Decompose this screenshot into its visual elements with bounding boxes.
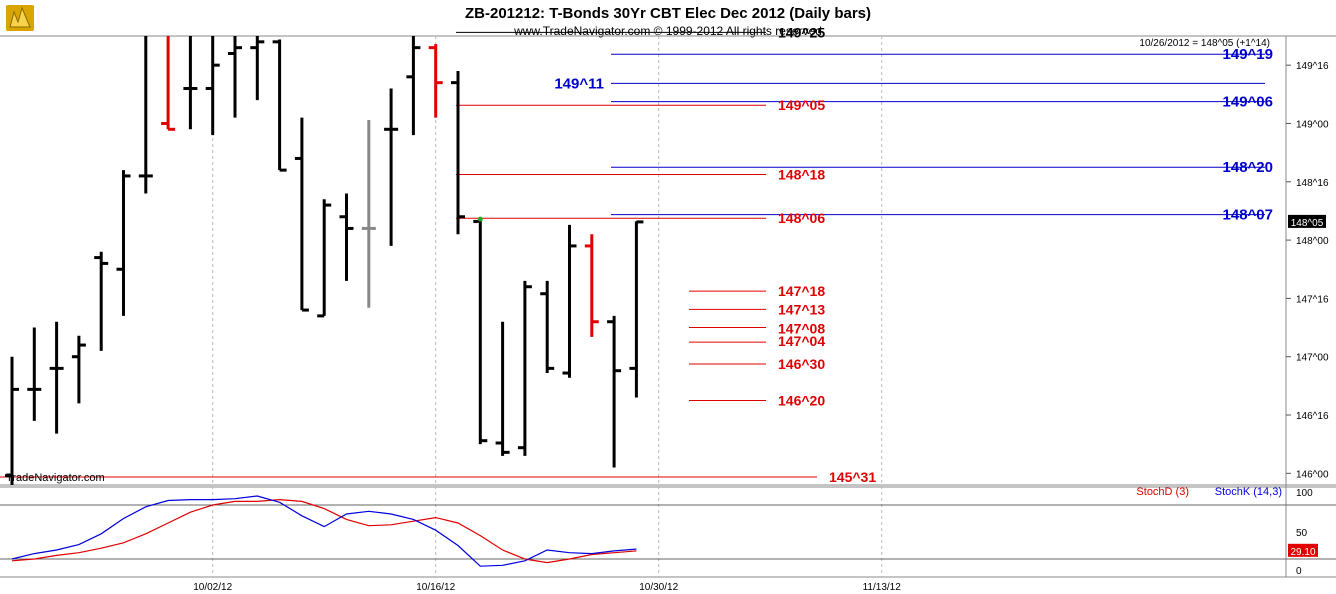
level-label-149^05: 149^05 (778, 97, 825, 113)
ohlc-bar (361, 119, 376, 308)
stoch-last-marker: 29.10 (1288, 543, 1318, 558)
signal-dot (477, 216, 483, 222)
last-update-text: 10/26/2012 = 148^05 (+1^14) (1139, 38, 1270, 49)
ohlc-bar (205, 36, 220, 136)
ohlc-bar (138, 36, 153, 194)
level-label-146^20: 146^20 (778, 392, 825, 408)
y-tick-label: 148^00 (1296, 236, 1329, 247)
level-label-147^04: 147^04 (778, 333, 825, 349)
ohlc-bar (250, 36, 265, 101)
level-label-146^30: 146^30 (778, 356, 825, 372)
level-label-147^18: 147^18 (778, 283, 825, 299)
price-panel (0, 35, 1336, 578)
ohlc-bar (183, 36, 198, 130)
stoch-tick-label: 100 (1296, 488, 1313, 499)
legend-stochd: StochD (3) (1136, 486, 1189, 498)
logo-icon (6, 5, 34, 31)
axes: 146^00 146^16 147^00 147^16 148^00 148^16 149^… (193, 61, 1329, 593)
logo-text: TradeNavigator.com (6, 472, 105, 484)
ohlc-bar (540, 280, 555, 374)
level-label-147^08: 147^08 (778, 321, 825, 337)
ohlc-bar (49, 321, 64, 434)
stoch-tick-label: 50 (1296, 528, 1308, 539)
ohlc-bar (5, 356, 19, 485)
ohlc-bar (629, 220, 644, 398)
level-label-149^06: 149^06 (1223, 94, 1273, 111)
x-tick-label: 10/02/12 (193, 582, 232, 593)
stoch-line-d (11, 498, 637, 564)
level-label-148^06: 148^06 (778, 210, 825, 226)
ohlc-bar (339, 193, 354, 281)
y-tick-label: 149^16 (1296, 61, 1329, 72)
ohlc-bar (562, 224, 577, 378)
ohlc-bar (384, 88, 399, 246)
ohlc-bar (272, 39, 287, 172)
ohlc-bar (228, 36, 242, 118)
grid-lines (0, 36, 1336, 577)
ohlc-bar (495, 321, 510, 456)
ohlc-bar (428, 44, 443, 118)
last-price-marker: 148^05 (1288, 214, 1326, 229)
ohlc-bar (94, 251, 109, 351)
x-tick-label: 11/13/12 (863, 582, 902, 593)
stoch-last-label: 29.10 (1290, 547, 1315, 558)
stoch-line-k (11, 495, 637, 567)
ohlc-bar (584, 234, 599, 337)
y-tick-label: 146^00 (1296, 469, 1329, 480)
level-label-149^25: 149^25 (778, 24, 825, 40)
level-label-148^18: 148^18 (778, 166, 825, 182)
legend-stochk: StochK (14,3) (1215, 486, 1282, 498)
level-label-145^31: 145^31 (829, 469, 876, 485)
copyright-text: www.TradeNavigator.com © 1999-2012 All r… (513, 24, 822, 38)
ohlc-bar (116, 170, 131, 316)
ohlc-bar (294, 117, 309, 312)
chart-title: ZB-201212: T-Bonds 30Yr CBT Elec Dec 201… (465, 5, 871, 22)
y-tick-label: 149^00 (1296, 119, 1329, 130)
stoch-tick-label: 0 (1296, 566, 1302, 577)
ohlc-bar (473, 219, 488, 445)
ohlc-bar (161, 36, 176, 131)
ohlc-bar (27, 327, 42, 421)
level-label-149^19: 149^19 (1223, 46, 1273, 63)
ohlc-bar (317, 199, 332, 318)
level-label-149^11: 149^11 (554, 75, 604, 92)
ohlc-bar (607, 315, 622, 468)
stochastic-panel (11, 495, 637, 567)
x-tick-label: 10/30/12 (639, 582, 678, 593)
level-label-148^07: 148^07 (1223, 207, 1273, 224)
level-label-148^20: 148^20 (1223, 159, 1273, 176)
ohlc-bar (71, 335, 86, 404)
y-tick-label: 147^00 (1296, 353, 1329, 364)
ohlc-bar (451, 70, 465, 235)
y-tick-label: 146^16 (1296, 411, 1329, 422)
last-price-label: 148^05 (1291, 218, 1324, 229)
x-tick-label: 10/16/12 (416, 582, 455, 593)
y-tick-label: 148^16 (1296, 178, 1329, 189)
y-tick-label: 147^16 (1296, 294, 1329, 305)
price-levels: 149^25 149^19 149^11 149^06 149^05 148^20 148^… (0, 24, 1273, 485)
ohlc-bar (406, 36, 421, 136)
ohlc-bar (517, 280, 532, 456)
level-label-147^13: 147^13 (778, 301, 825, 317)
price-bars (5, 36, 644, 485)
